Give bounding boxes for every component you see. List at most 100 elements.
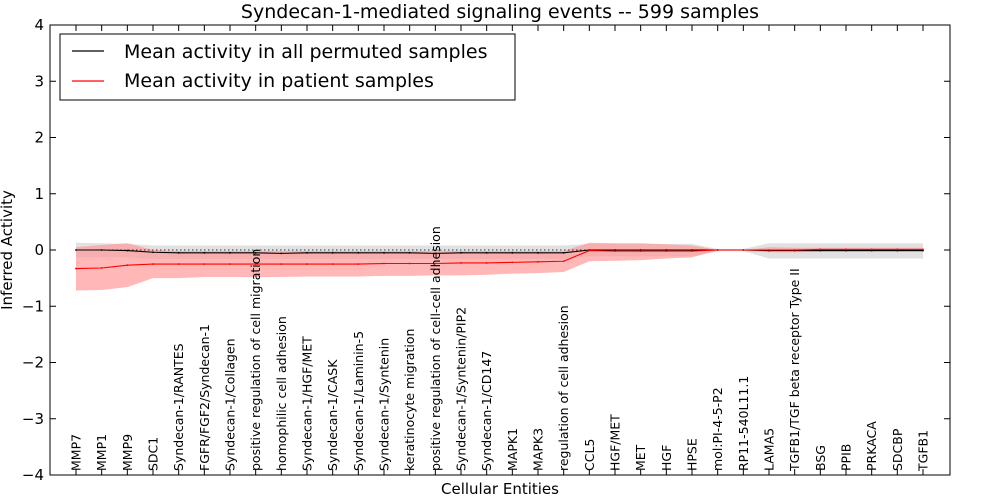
- legend-label-patient: Mean activity in patient samples: [124, 70, 434, 92]
- x-tick-label: PRKACA: [864, 421, 879, 471]
- data-point-patient: [870, 248, 873, 251]
- x-tick-label: MET: [633, 444, 648, 471]
- data-point-patient: [434, 262, 437, 265]
- data-point-patient: [639, 250, 642, 253]
- y-tick-label: 2: [34, 129, 44, 147]
- data-point-patient: [742, 249, 745, 251]
- x-tick-label: HGF: [659, 445, 674, 471]
- data-point-permuted: [562, 251, 565, 254]
- data-point-patient: [896, 248, 899, 251]
- data-point-permuted: [460, 251, 462, 254]
- data-point-patient: [845, 248, 847, 251]
- legend-box: [59, 33, 516, 101]
- x-tick-label: positive regulation of cell-cell adhesio…: [428, 226, 443, 471]
- y-tick-label: 3: [34, 72, 44, 90]
- data-point-patient: [408, 262, 411, 265]
- data-point-permuted: [229, 251, 231, 254]
- x-tick-label: MAPK1: [505, 428, 520, 471]
- data-point-permuted: [383, 251, 385, 254]
- data-point-patient: [100, 267, 103, 269]
- data-point-permuted: [408, 251, 411, 254]
- data-point-patient: [485, 262, 488, 264]
- x-tick-label: TGFB1: [916, 430, 931, 472]
- data-point-permuted: [537, 251, 539, 254]
- x-tick-label: mol:PI-4-5-P2: [710, 387, 725, 471]
- x-tick-label: MMP1: [94, 434, 109, 471]
- chart-title: Syndecan-1-mediated signaling events -- …: [241, 1, 759, 23]
- data-point-patient: [177, 263, 180, 265]
- data-point-patient: [665, 250, 668, 253]
- x-tick-label: LAMA5: [762, 428, 777, 471]
- data-point-patient: [75, 267, 77, 270]
- y-tick-label: −3: [22, 410, 44, 428]
- x-tick-label: MMP7: [69, 434, 84, 471]
- data-point-patient: [357, 263, 360, 265]
- data-point-patient: [614, 250, 616, 253]
- x-tick-label: Syndecan-1/CASK: [325, 359, 340, 471]
- y-tick-label: −2: [22, 354, 44, 372]
- x-tick-label: BSG: [813, 445, 828, 471]
- data-point-patient: [383, 262, 385, 265]
- data-point-patient: [691, 250, 693, 253]
- x-tick-label: Syndecan-1/CD147: [479, 351, 494, 471]
- data-point-patient: [331, 263, 334, 265]
- y-tick-label: −4: [22, 466, 44, 484]
- data-point-permuted: [485, 251, 488, 254]
- plot-frame: [49, 24, 951, 476]
- x-tick-label: MAPK3: [531, 428, 546, 471]
- data-point-permuted: [331, 251, 334, 254]
- data-point-patient: [793, 249, 796, 251]
- x-tick-label: Syndecan-1/RANTES: [171, 343, 186, 471]
- data-point-patient: [254, 263, 257, 265]
- x-tick-label: HGF/MET: [608, 414, 623, 471]
- x-tick-label: MMP9: [120, 434, 135, 471]
- data-point-patient: [229, 263, 231, 265]
- x-tick-label: regulation of cell adhesion: [556, 305, 571, 471]
- data-point-permuted: [100, 249, 103, 251]
- x-tick-label: PPIB: [839, 444, 854, 471]
- data-point-permuted: [254, 251, 257, 254]
- x-tick-label: RP11-540L11.1: [736, 376, 751, 471]
- data-point-patient: [588, 249, 591, 252]
- data-point-patient: [511, 261, 514, 264]
- data-point-permuted: [203, 251, 206, 254]
- x-tick-label: SDC1: [146, 437, 161, 471]
- data-point-permuted: [177, 251, 180, 254]
- x-tick-label: Syndecan-1/Collagen: [223, 338, 238, 471]
- x-axis-label: Cellular Entities: [441, 480, 559, 498]
- data-point-patient: [460, 262, 462, 264]
- data-point-permuted: [126, 249, 129, 252]
- x-tick-label: Syndecan-1/HGF/MET: [300, 336, 315, 471]
- plot-area: −4 −3 −2 −1 0 1 2 3 4 MMP7 MMP1 MMP9 SDC1 Syndecan-1/…: [22, 16, 950, 484]
- x-tick-label: Syndecan-1/Syntenin: [377, 338, 392, 471]
- y-tick-label: −1: [22, 297, 44, 315]
- x-tick-label: TGFB1/TGF beta receptor Type II: [787, 268, 802, 472]
- y-axis-label: Inferred Activity: [0, 190, 16, 310]
- data-point-patient: [126, 264, 129, 267]
- data-point-patient: [203, 263, 206, 265]
- legend-label-permuted: Mean activity in all permuted samples: [124, 41, 487, 63]
- series-line-patient: [75, 248, 923, 270]
- data-point-patient: [152, 263, 154, 265]
- x-tick-label: keratinocyte migration: [402, 329, 417, 471]
- x-tick-label: Syndecan-1/Laminin-5: [351, 331, 366, 471]
- data-point-patient: [768, 249, 770, 251]
- data-point-patient: [716, 249, 719, 251]
- y-tick-label: 1: [34, 185, 44, 203]
- x-tick-label: Syndecan-1/Syntenin/PIP2: [454, 307, 469, 471]
- x-tick-label: CCL5: [582, 439, 597, 471]
- series-line-permuted: [76, 249, 923, 254]
- data-point-patient: [537, 260, 539, 263]
- data-point-permuted: [357, 251, 360, 254]
- data-point-permuted: [75, 249, 77, 251]
- x-tick-label: HPSE: [685, 438, 700, 471]
- legend: Mean activity in all permuted samples Me…: [59, 33, 516, 101]
- y-tick-label: 0: [34, 241, 44, 259]
- x-tick-label: positive regulation of cell migration: [248, 249, 263, 471]
- x-tick-label: FGFR/FGF2/Syndecan-1: [197, 324, 212, 471]
- x-tick-label: SDCBP: [890, 428, 905, 471]
- data-point-permuted: [152, 251, 154, 254]
- band-patient: [76, 242, 923, 291]
- data-point-permuted: [280, 252, 283, 255]
